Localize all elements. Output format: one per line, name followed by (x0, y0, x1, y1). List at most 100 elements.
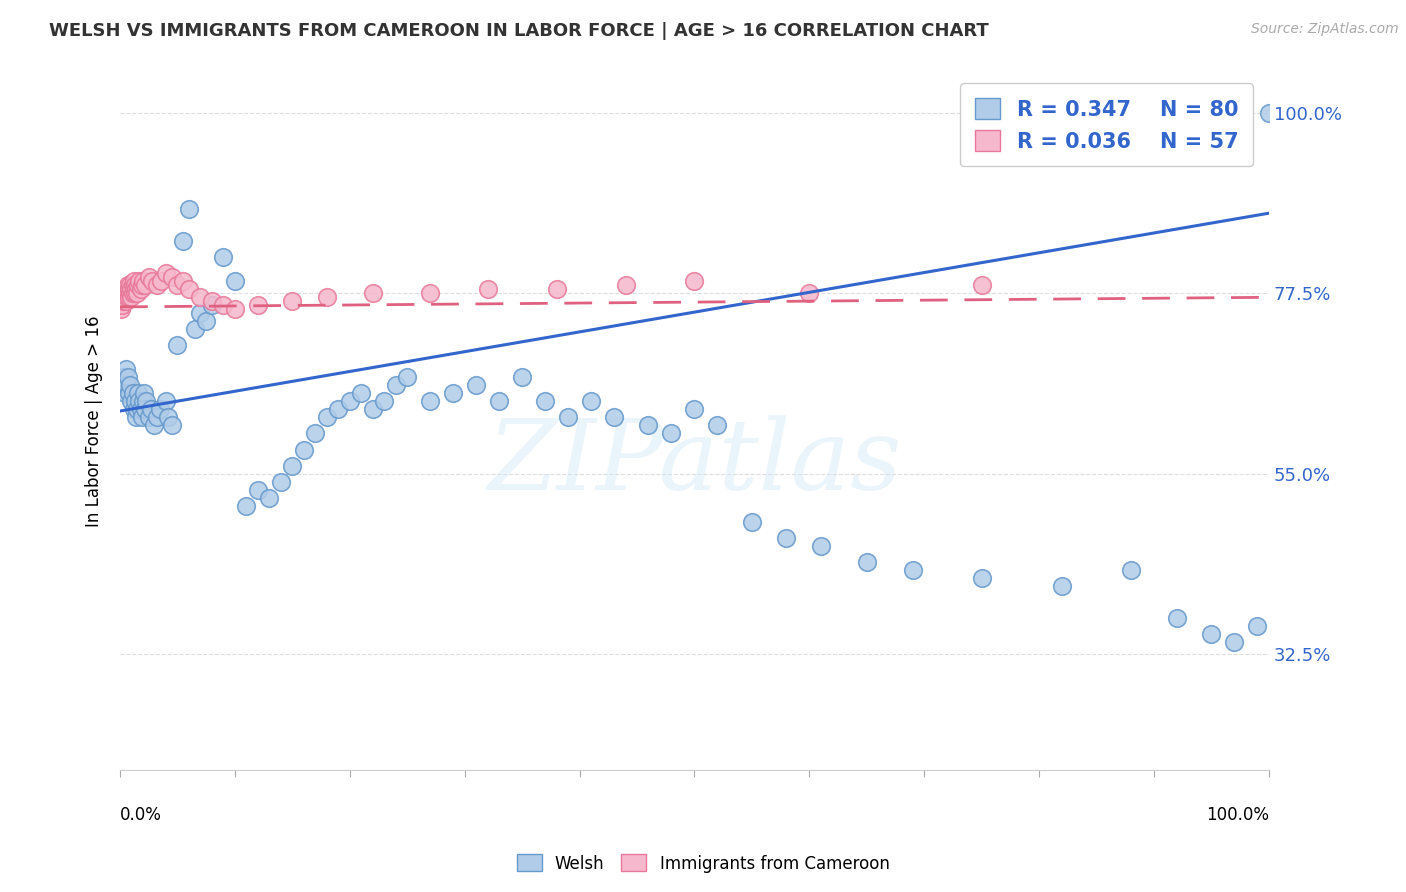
Point (361, 402, 384, 417)
Point (160, 270, 183, 285)
Point (614, 278, 637, 293)
Point (177, 202, 200, 216)
Point (128, 394, 150, 409)
Text: 100.0%: 100.0% (1206, 806, 1270, 824)
Point (361, 286, 384, 301)
Point (741, 515, 763, 529)
Point (141, 274, 163, 288)
Point (1166, 611, 1188, 625)
Point (120, 290, 142, 304)
Point (120, 282, 142, 296)
Point (477, 282, 499, 296)
Legend: Welsh, Immigrants from Cameroon: Welsh, Immigrants from Cameroon (510, 847, 896, 880)
Point (775, 531, 797, 545)
Point (212, 298, 235, 312)
Point (603, 410, 626, 425)
Point (1119, 563, 1142, 577)
Text: ZIPatlas: ZIPatlas (488, 416, 901, 511)
Point (970, 571, 993, 585)
Point (328, 402, 350, 417)
Point (129, 402, 152, 417)
Point (396, 370, 419, 384)
Point (110, 302, 132, 317)
Point (810, 539, 832, 553)
Point (120, 278, 142, 293)
Text: WELSH VS IMMIGRANTS FROM CAMEROON IN LABOR FORCE | AGE > 16 CORRELATION CHART: WELSH VS IMMIGRANTS FROM CAMEROON IN LAB… (49, 22, 988, 40)
Point (115, 290, 138, 304)
Point (212, 250, 235, 264)
Point (166, 278, 188, 293)
Point (132, 386, 155, 401)
Point (177, 282, 200, 296)
Point (115, 378, 138, 392)
Point (114, 286, 136, 301)
Point (125, 410, 148, 425)
Point (127, 286, 149, 301)
Point (127, 386, 149, 401)
Point (281, 458, 304, 473)
Point (224, 302, 246, 317)
Point (135, 394, 157, 409)
Point (683, 274, 706, 288)
Point (115, 282, 138, 296)
Point (1246, 619, 1268, 633)
Point (1050, 579, 1073, 593)
Point (637, 418, 659, 433)
Point (160, 418, 183, 433)
Point (134, 278, 156, 293)
Point (579, 394, 602, 409)
Point (292, 442, 315, 457)
Point (706, 418, 728, 433)
Point (121, 386, 143, 401)
Point (124, 286, 146, 301)
Point (131, 278, 153, 293)
Point (315, 290, 337, 304)
Point (118, 282, 141, 296)
Point (419, 394, 441, 409)
Point (117, 286, 139, 301)
Point (124, 394, 146, 409)
Point (132, 274, 155, 288)
Point (111, 378, 134, 392)
Text: 0.0%: 0.0% (120, 806, 162, 824)
Point (127, 278, 149, 293)
Point (121, 286, 143, 301)
Point (124, 278, 146, 293)
Point (1258, 106, 1281, 120)
Point (118, 290, 141, 304)
Y-axis label: In Labor Force | Age > 16: In Labor Force | Age > 16 (86, 316, 103, 527)
Point (419, 286, 441, 301)
Point (120, 378, 142, 392)
Point (121, 278, 143, 293)
Point (465, 378, 488, 392)
Point (384, 378, 406, 392)
Point (131, 410, 153, 425)
Point (195, 314, 218, 328)
Point (855, 555, 877, 569)
Point (304, 426, 326, 441)
Point (246, 298, 269, 312)
Point (534, 394, 557, 409)
Point (111, 290, 134, 304)
Point (246, 483, 269, 497)
Point (118, 386, 141, 401)
Point (259, 491, 281, 505)
Point (134, 402, 156, 417)
Point (122, 282, 145, 296)
Point (172, 274, 194, 288)
Point (122, 402, 145, 417)
Point (114, 294, 136, 309)
Point (117, 278, 139, 293)
Point (235, 499, 257, 513)
Point (1223, 634, 1246, 648)
Point (661, 426, 683, 441)
Point (114, 386, 136, 401)
Point (112, 370, 135, 384)
Point (339, 394, 361, 409)
Point (799, 286, 821, 301)
Point (441, 386, 464, 401)
Point (128, 274, 150, 288)
Point (114, 282, 136, 296)
Point (901, 563, 924, 577)
Point (546, 282, 568, 296)
